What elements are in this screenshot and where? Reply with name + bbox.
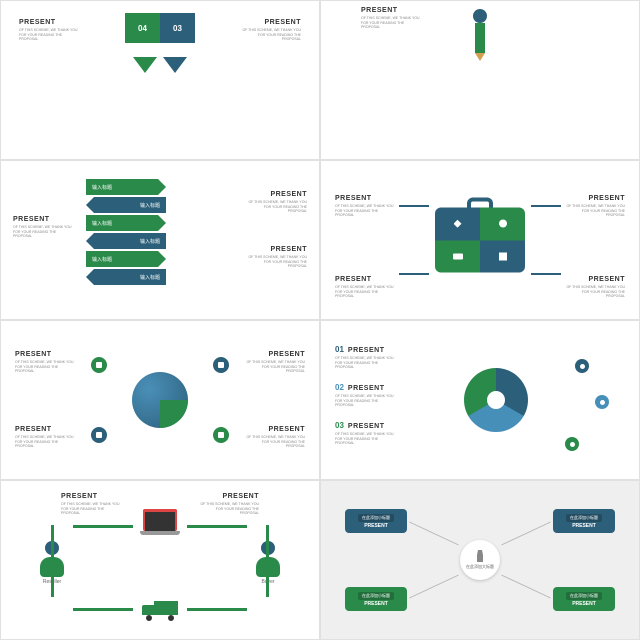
node-br: 在此添加小标题 PRESENT <box>553 587 615 611</box>
slide-flow: PRESENT OF THIS SCHEME, WE THANK YOU FOR… <box>0 480 320 640</box>
pie-callout-icon <box>565 437 579 451</box>
flow-arrow <box>73 525 133 528</box>
slide-globe: PRESENT OF THIS SCHEME, WE THANK YOU FOR… <box>0 320 320 480</box>
orbit-icon <box>213 427 229 443</box>
slide-pie: 01PRESENT OF THIS SCHEME, WE THANK YOU F… <box>320 320 640 480</box>
slide-pencil: PRESENT OF THIS SCHEME, WE THANK YOU FOR… <box>320 0 640 160</box>
hub-center: 在此添加大标题 <box>460 540 500 580</box>
label: PRESENT OF THIS SCHEME, WE THANK YOU FOR… <box>245 351 305 374</box>
pie-callout-icon <box>575 359 589 373</box>
flow-arrow <box>51 525 54 597</box>
label: 01PRESENT OF THIS SCHEME, WE THANK YOU F… <box>335 345 395 370</box>
laptop-icon <box>140 509 180 537</box>
label: PRESENT OF THIS SCHEME, WE THANK YOU FOR… <box>13 216 73 239</box>
label: PRESENT OF THIS SCHEME, WE THANK YOU FOR… <box>19 19 79 42</box>
pie-callout-icon <box>595 395 609 409</box>
label: PRESENT OF THIS SCHEME, WE THANK YOU FOR… <box>247 246 307 269</box>
label: PRESENT OF THIS SCHEME, WE THANK YOU FOR… <box>247 191 307 214</box>
label: PRESENT OF THIS SCHEME, WE THANK YOU FOR… <box>15 351 75 374</box>
pencil-icon <box>473 9 487 59</box>
label: 03PRESENT OF THIS SCHEME, WE THANK YOU F… <box>335 421 395 446</box>
globe-icon <box>132 372 188 428</box>
flask-icon <box>475 550 485 562</box>
label: PRESENT OF THIS SCHEME, WE THANK YOU FOR… <box>565 195 625 218</box>
label: PRESENT OF THIS SCHEME, WE THANK YOU FOR… <box>565 276 625 299</box>
connector <box>501 522 550 546</box>
label: PRESENT OF THIS SCHEME, WE THANK YOU FOR… <box>61 493 121 516</box>
slide-arrows: PRESENT OF THIS SCHEME, WE THANK YOU FOR… <box>0 160 320 320</box>
node-tl: 在此添加小标题 PRESENT <box>345 509 407 533</box>
flow-arrow <box>187 525 247 528</box>
label: PRESENT OF THIS SCHEME, WE THANK YOU FOR… <box>361 7 421 30</box>
node-bl: 在此添加小标题 PRESENT <box>345 587 407 611</box>
puzzle-graphic: 04 03 <box>125 13 195 73</box>
label: PRESENT OF THIS SCHEME, WE THANK YOU FOR… <box>15 426 75 449</box>
label: PRESENT OF THIS SCHEME, WE THANK YOU FOR… <box>335 276 395 299</box>
flow-arrow <box>73 608 133 611</box>
truck-icon <box>142 601 178 621</box>
flow-arrow <box>266 525 269 597</box>
orbit-icon <box>91 427 107 443</box>
connector <box>501 575 550 599</box>
label: PRESENT OF THIS SCHEME, WE THANK YOU FOR… <box>199 493 259 516</box>
orbit-icon <box>213 357 229 373</box>
pie-chart <box>464 368 528 432</box>
node-tr: 在此添加小标题 PRESENT <box>553 509 615 533</box>
label: PRESENT OF THIS SCHEME, WE THANK YOU FOR… <box>241 19 301 42</box>
connector <box>409 522 458 546</box>
slide-hub: 在此添加大标题 在此添加小标题 PRESENT 在此添加小标题 PRESENT … <box>320 480 640 640</box>
slide-puzzle: PRESENT OF THIS SCHEME, WE THANK YOU FOR… <box>0 0 320 160</box>
slide-briefcase: PRESENT OF THIS SCHEME, WE THANK YOU FOR… <box>320 160 640 320</box>
label: PRESENT OF THIS SCHEME, WE THANK YOU FOR… <box>245 426 305 449</box>
flow-arrow <box>187 608 247 611</box>
orbit-icon <box>91 357 107 373</box>
connector <box>409 575 458 599</box>
label: 02PRESENT OF THIS SCHEME, WE THANK YOU F… <box>335 383 395 408</box>
briefcase-icon <box>435 208 525 273</box>
label: PRESENT OF THIS SCHEME, WE THANK YOU FOR… <box>335 195 395 218</box>
